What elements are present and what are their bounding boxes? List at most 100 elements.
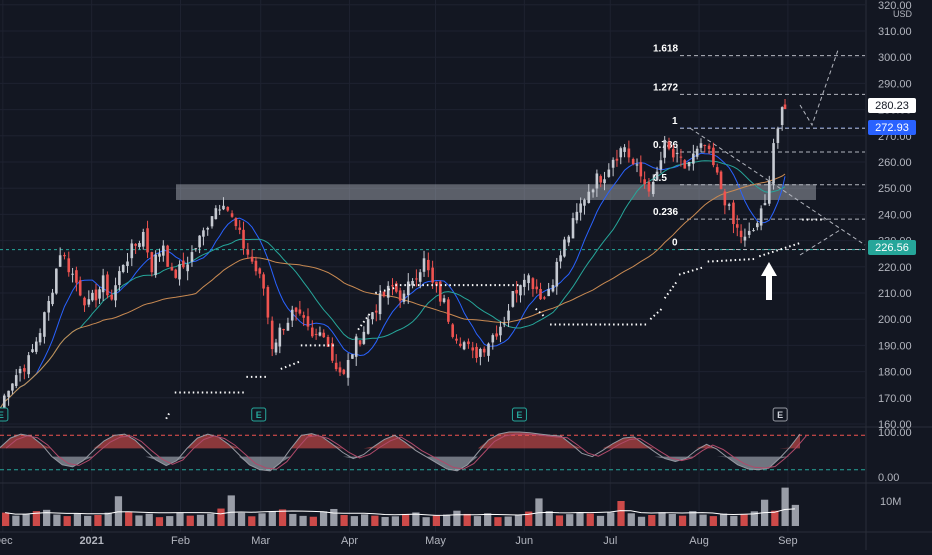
candle-body (531, 278, 535, 290)
earnings-marker-label: E (0, 410, 4, 420)
earnings-marker[interactable]: E (772, 407, 788, 422)
y-tick-label: 160.00 (878, 419, 912, 431)
candle-body (382, 291, 386, 297)
candle-body (611, 159, 615, 168)
candle-body (67, 258, 71, 273)
y-tick-label: 190.00 (878, 340, 912, 352)
fib-level-label: 1.272 (653, 82, 678, 93)
candle-body (318, 332, 322, 336)
candle-body (210, 216, 214, 227)
volume-bar (114, 496, 123, 526)
volume-bar (309, 516, 317, 526)
candle-body (338, 367, 342, 373)
earnings-marker-label: E (777, 410, 783, 420)
candle-body (703, 144, 707, 146)
candle-body (226, 206, 230, 211)
x-tick-label: Sep (778, 535, 798, 547)
osc-signal-line (5, 433, 807, 470)
candle-body (395, 283, 398, 292)
y-tick-label: 220.00 (878, 262, 912, 274)
volume-bar (360, 514, 369, 526)
volume-bar (576, 512, 584, 526)
candle-body (94, 289, 98, 301)
candle-body (75, 270, 78, 283)
candle-body (752, 230, 755, 232)
candle-body (391, 285, 394, 287)
volume-bar (566, 514, 574, 526)
volume-bar (627, 513, 635, 526)
earnings-marker[interactable]: E (511, 407, 527, 422)
candle-body (727, 204, 731, 206)
candle-body (567, 236, 571, 243)
price-label-text: 280.23 (875, 100, 909, 112)
volume-bar (402, 513, 410, 526)
candle-body (675, 152, 679, 154)
volume-bar (227, 495, 235, 526)
candle-body (679, 156, 683, 158)
candle-body (659, 160, 663, 170)
candle-body (732, 202, 735, 225)
candles-layer[interactable] (0, 99, 787, 419)
earnings-marker[interactable]: E (0, 407, 9, 422)
candle-body (146, 228, 149, 253)
candle-body (274, 342, 278, 353)
candle-body (539, 288, 542, 300)
x-tick-label: Dec (0, 535, 13, 547)
y-tick-label: 320.00 (878, 0, 912, 12)
candle-body (475, 346, 478, 358)
candle-body (579, 203, 582, 213)
candle-body (150, 252, 154, 273)
volume-bar (791, 504, 799, 526)
candle-body (767, 180, 771, 204)
volume-bar (155, 517, 164, 526)
candle-body (106, 274, 109, 296)
candle-body (58, 255, 62, 267)
volume-bar (391, 516, 399, 526)
candle-body (543, 297, 546, 299)
candle-body (398, 290, 402, 301)
candle-body (290, 309, 294, 321)
candle-body (166, 245, 169, 267)
candle-body (374, 310, 378, 313)
candle-body (254, 260, 258, 272)
candle-body (743, 236, 747, 241)
volume-bar (699, 514, 707, 526)
stop-dots (165, 413, 170, 420)
candle-body (18, 368, 22, 374)
candle-body (719, 171, 723, 190)
candle-body (130, 243, 134, 259)
candle-body (234, 218, 238, 227)
candle-body (162, 245, 165, 256)
candle-body (110, 294, 114, 300)
earnings-marker[interactable]: E (251, 407, 267, 422)
candle-body (575, 211, 579, 221)
volume-bar (104, 512, 112, 526)
volume-bar (53, 514, 61, 526)
y-tick-label: 170.00 (878, 393, 912, 405)
price-labels-layer: 280.23 272.93 226.56 (868, 98, 916, 255)
volume-bar (484, 513, 492, 526)
candle-body (499, 326, 502, 336)
candle-body (331, 343, 334, 361)
volume-bar (443, 514, 451, 526)
volume-bar (258, 513, 266, 526)
osc-line (0, 431, 801, 472)
candle-body (723, 191, 727, 206)
candle-body (471, 347, 475, 351)
y-tick-label: 240.00 (878, 209, 912, 221)
candle-body (491, 335, 495, 343)
candle-body (334, 362, 338, 370)
candle-body (87, 299, 91, 305)
candle-body (121, 265, 125, 272)
candle-body (623, 147, 626, 152)
candle-body (479, 348, 482, 357)
candle-body (101, 275, 105, 293)
time-axis[interactable]: Dec 2021 Feb Mar Apr May Jun Jul Aug Sep (0, 535, 798, 547)
x-tick-label: 2021 (79, 535, 103, 547)
candle-body (695, 148, 699, 157)
x-tick-label: Jun (515, 535, 533, 547)
candle-body (278, 327, 282, 347)
candle-body (451, 324, 454, 337)
